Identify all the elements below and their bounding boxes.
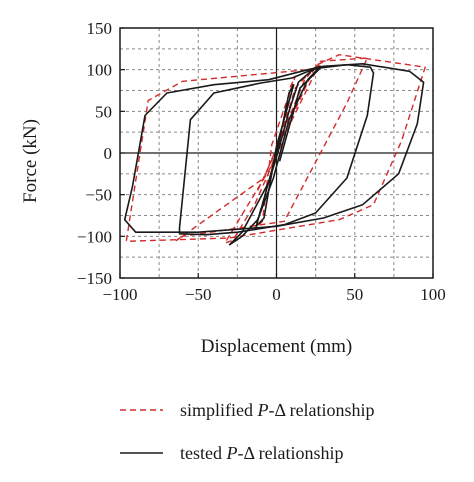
series-2 bbox=[123, 63, 425, 246]
series-1-loop-2 bbox=[224, 64, 320, 244]
y-tick-label: 0 bbox=[104, 144, 113, 163]
y-axis-title: Force (kN) bbox=[20, 119, 41, 203]
y-tick-label: 50 bbox=[95, 102, 112, 121]
y-tick-label: −100 bbox=[77, 227, 112, 246]
series-layer bbox=[123, 54, 426, 246]
y-tick-label: 100 bbox=[87, 61, 113, 80]
y-axis-ticks: −150 −100 −50 0 50 100 150 bbox=[77, 19, 125, 288]
x-axis-title: Displacement (mm) bbox=[201, 336, 352, 357]
y-tick-label: 150 bbox=[87, 19, 113, 38]
y-tick-label: −50 bbox=[85, 186, 112, 205]
x-tick-label: −100 bbox=[102, 285, 137, 304]
legend: simplified P-Δ relationship tested P-Δ re… bbox=[120, 400, 375, 463]
series-2-loop-1 bbox=[255, 83, 295, 228]
series-1-loop-3 bbox=[175, 57, 368, 242]
x-tick-label: −50 bbox=[185, 285, 212, 304]
x-tick-label: 100 bbox=[420, 285, 446, 304]
y-tick-label: −150 bbox=[77, 269, 112, 288]
x-tick-label: 50 bbox=[346, 285, 363, 304]
x-axis-ticks: −100 −50 0 50 100 bbox=[102, 273, 446, 304]
x-tick-label: 0 bbox=[272, 285, 281, 304]
series-2-loop-2 bbox=[228, 65, 322, 246]
legend-label-2: tested P-Δ relationship bbox=[180, 443, 344, 463]
legend-label-1: simplified P-Δ relationship bbox=[180, 400, 375, 420]
series-2-loop-4 bbox=[123, 63, 425, 233]
